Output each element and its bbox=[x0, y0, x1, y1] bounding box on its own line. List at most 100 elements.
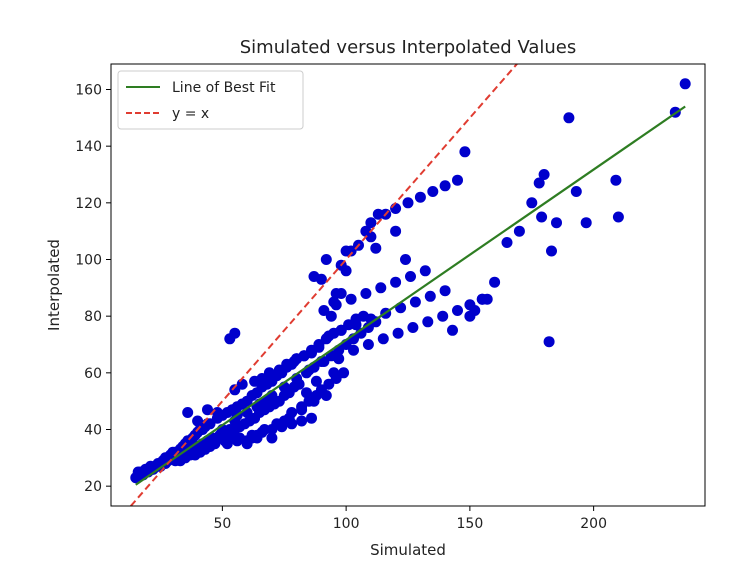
data-point bbox=[313, 339, 325, 350]
data-point bbox=[452, 305, 463, 316]
data-point bbox=[377, 333, 389, 345]
data-point bbox=[266, 432, 278, 444]
data-point bbox=[276, 421, 288, 433]
data-point bbox=[182, 449, 194, 461]
data-point bbox=[390, 203, 402, 214]
data-point bbox=[439, 285, 451, 297]
data-point bbox=[263, 367, 275, 379]
data-point bbox=[301, 387, 312, 399]
data-point bbox=[392, 327, 404, 339]
x-tick-label: 100 bbox=[333, 516, 360, 532]
data-point bbox=[229, 327, 241, 339]
data-point bbox=[266, 424, 278, 435]
y-tick-label: 60 bbox=[84, 366, 102, 382]
plot-frame bbox=[110, 63, 706, 507]
best-fit-line bbox=[135, 105, 686, 486]
data-point bbox=[360, 225, 372, 237]
data-point bbox=[251, 432, 263, 444]
data-point bbox=[390, 276, 402, 288]
data-point bbox=[405, 271, 416, 282]
x-axis-label: Simulated bbox=[370, 541, 446, 559]
x-axis: 50 100 150 200 bbox=[213, 506, 607, 532]
data-point bbox=[323, 330, 335, 342]
data-point bbox=[236, 378, 248, 390]
data-point bbox=[348, 344, 359, 356]
data-point bbox=[286, 407, 298, 418]
data-point bbox=[226, 429, 238, 441]
legend-fit-label: Line of Best Fit bbox=[172, 80, 276, 96]
data-point bbox=[570, 186, 582, 197]
data-point bbox=[303, 395, 315, 407]
data-point bbox=[192, 415, 204, 427]
data-point bbox=[427, 186, 439, 197]
data-point bbox=[439, 180, 451, 192]
data-point bbox=[551, 217, 562, 229]
y-tick-label: 80 bbox=[84, 309, 102, 325]
y-tick-label: 20 bbox=[84, 479, 102, 495]
data-point bbox=[360, 288, 372, 299]
data-point bbox=[536, 211, 548, 223]
data-point bbox=[538, 169, 550, 180]
data-point bbox=[469, 305, 481, 316]
data-point bbox=[365, 217, 377, 229]
data-point bbox=[182, 407, 194, 418]
y-tick-label: 40 bbox=[84, 423, 102, 439]
data-point bbox=[610, 174, 622, 186]
data-point bbox=[320, 254, 332, 265]
data-point bbox=[526, 197, 538, 209]
y-tick-label: 140 bbox=[75, 139, 102, 155]
data-point bbox=[318, 356, 330, 367]
y-tick-label: 100 bbox=[75, 253, 102, 269]
data-point bbox=[402, 197, 414, 209]
y-tick-label: 160 bbox=[75, 83, 102, 99]
plot-area bbox=[110, 63, 706, 507]
data-point bbox=[424, 290, 436, 302]
data-point bbox=[318, 305, 330, 316]
data-point bbox=[375, 282, 387, 294]
data-point bbox=[261, 395, 273, 407]
data-point bbox=[350, 319, 362, 331]
data-point bbox=[452, 174, 463, 186]
data-point bbox=[501, 237, 513, 248]
legend-identity-label: y = x bbox=[172, 106, 209, 122]
lines-layer bbox=[130, 64, 686, 506]
data-point bbox=[335, 324, 347, 336]
data-point bbox=[340, 265, 352, 277]
data-point bbox=[459, 146, 471, 158]
data-point bbox=[362, 322, 374, 333]
data-point bbox=[543, 336, 555, 348]
data-point bbox=[315, 273, 327, 285]
data-point bbox=[563, 112, 575, 124]
data-point bbox=[400, 254, 411, 265]
data-point bbox=[612, 211, 624, 223]
data-point bbox=[328, 296, 340, 308]
data-point bbox=[447, 324, 458, 336]
data-point bbox=[256, 373, 268, 384]
data-point bbox=[306, 412, 317, 424]
data-point bbox=[296, 415, 308, 427]
data-point bbox=[333, 353, 345, 365]
data-point bbox=[407, 322, 419, 333]
points-layer bbox=[130, 78, 691, 484]
data-point bbox=[345, 293, 357, 305]
data-point bbox=[679, 78, 691, 90]
data-point bbox=[390, 225, 402, 237]
chart-title: Simulated versus Interpolated Values bbox=[240, 37, 577, 58]
data-point bbox=[414, 191, 426, 203]
data-point bbox=[345, 245, 357, 257]
y-axis: 20 40 60 80 100 120 140 160 bbox=[75, 83, 111, 495]
data-point bbox=[546, 245, 557, 257]
data-point bbox=[330, 373, 342, 384]
data-point bbox=[286, 418, 298, 430]
data-point bbox=[325, 310, 337, 322]
y-tick-label: 120 bbox=[75, 196, 102, 212]
data-point bbox=[204, 438, 216, 450]
data-point bbox=[481, 293, 493, 305]
data-point bbox=[580, 217, 592, 229]
data-point bbox=[338, 367, 350, 379]
x-tick-label: 200 bbox=[580, 516, 607, 532]
x-tick-label: 50 bbox=[213, 516, 231, 532]
legend-box bbox=[117, 70, 304, 130]
legend: Line of Best Fit y = x bbox=[117, 70, 304, 130]
data-point bbox=[370, 242, 382, 254]
